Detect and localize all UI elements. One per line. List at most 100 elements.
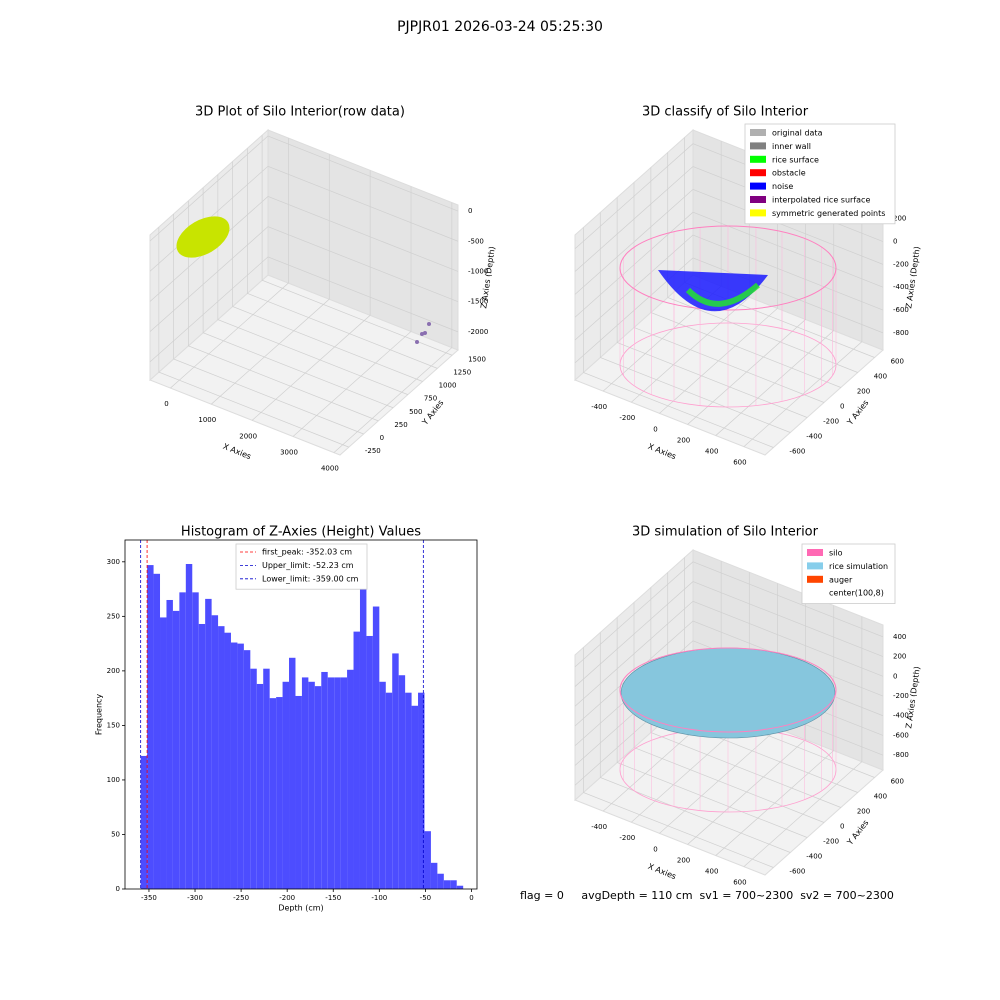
grid-line [574, 561, 884, 668]
grid-line [650, 587, 841, 808]
grid-line [149, 135, 459, 242]
grid-line [149, 196, 459, 302]
legend-label: symmetric generated points [772, 209, 885, 218]
grid-line [574, 234, 884, 341]
x-tick-label: -150 [325, 894, 341, 902]
bar [153, 573, 161, 889]
y-tick-label: 50 [111, 830, 120, 838]
legend-swatch [750, 209, 766, 217]
legend-label: inner wall [772, 142, 811, 151]
bar [263, 668, 270, 889]
legend-label: center(100,8) [829, 589, 884, 598]
y-tick-label: 250 [394, 421, 407, 429]
y-axis-label: Y Axies [420, 398, 446, 427]
bar [437, 873, 444, 889]
legend-frame [744, 123, 896, 225]
z-tick-label: 200 [893, 653, 906, 661]
legend-swatch [750, 182, 766, 190]
z-tick-label: -600 [893, 306, 909, 314]
bar [218, 626, 225, 889]
y-tick-label: 150 [107, 721, 120, 729]
bar [353, 631, 360, 889]
bar [237, 643, 244, 889]
bar [321, 671, 328, 889]
legend-swatch [807, 575, 823, 583]
bar [366, 635, 373, 889]
grid-line [574, 257, 884, 364]
y-tick-label: 0 [840, 823, 844, 831]
grid-line [261, 135, 453, 356]
z-tick-label: -500 [468, 237, 484, 245]
x-tick-label: 600 [733, 459, 746, 467]
bar [282, 681, 290, 889]
bar [160, 617, 167, 889]
grid-line [211, 154, 330, 405]
legend-label: Upper_limit: -52.23 cm [262, 561, 354, 570]
grid-line [232, 161, 423, 382]
x-tick-label: 0 [164, 400, 168, 408]
z-tick-label: -400 [893, 712, 909, 720]
bar [295, 695, 302, 889]
x-axis-label: Depth (cm) [278, 904, 323, 913]
y-tick-label: 200 [857, 388, 870, 396]
bar [205, 598, 212, 889]
grid-line [743, 196, 863, 447]
y-tick-label: -200 [823, 418, 839, 426]
bar [276, 697, 283, 889]
x-axis-label: X Axies [647, 442, 678, 461]
legend-label: noise [772, 182, 793, 191]
y-tick-label: 600 [891, 778, 904, 786]
bar [372, 606, 380, 889]
grid-line [599, 212, 791, 433]
z-axis-label: Z Axies (Depth) [904, 246, 922, 309]
grid-line [687, 594, 806, 845]
bar [443, 880, 451, 889]
y-tick-label: -250 [365, 447, 381, 455]
y-tick-label: 400 [874, 373, 887, 381]
y-tick-label: 0 [840, 403, 844, 411]
grid-line [633, 602, 825, 823]
outlier-point [427, 322, 431, 326]
legend-swatch [750, 196, 766, 203]
grid-line [170, 138, 289, 389]
y-tick-label: 200 [857, 808, 870, 816]
x-tick-label: 200 [677, 436, 690, 444]
legend-label: obstacle [772, 169, 806, 178]
x-tick-label: -100 [371, 894, 387, 902]
grid-line [574, 600, 884, 707]
y-tick-label: 750 [424, 395, 437, 403]
y-tick-label: 300 [107, 558, 120, 566]
legend-swatch [750, 155, 766, 163]
y-tick-label: 600 [891, 358, 904, 366]
panel-title: 3D simulation of Silo Interior [632, 525, 819, 540]
axes-frame [124, 539, 478, 890]
x-tick-label: -200 [619, 834, 635, 842]
grid-line [574, 188, 884, 295]
figure-title: PJPJR01 2026-03-24 05:25:30 [397, 19, 603, 35]
panel-title: 3D classify of Silo Interior [642, 105, 809, 120]
x-tick-label: -50 [420, 894, 431, 902]
legend-label: interpolated rice surface [772, 196, 870, 205]
y-tick-label: 0 [380, 434, 384, 442]
bar [140, 755, 148, 889]
bar [450, 880, 457, 889]
z-tick-label: -800 [893, 751, 909, 759]
bar [456, 885, 464, 889]
x-tick-label: 400 [705, 868, 718, 876]
z-tick-label: 200 [893, 215, 906, 223]
grid-line [583, 227, 774, 448]
grid-line [667, 152, 858, 373]
point-cloud [176, 216, 230, 258]
x-tick-label: -400 [591, 823, 607, 831]
y-tick-label: 1250 [453, 368, 471, 376]
legend-label: rice simulation [829, 562, 888, 571]
grid-line [583, 647, 774, 868]
y-tick-label: 1000 [439, 382, 457, 390]
bar [250, 668, 257, 889]
y-axis-label: Y Axies [845, 818, 871, 847]
legend-label: auger [829, 575, 853, 584]
grid-line [149, 226, 459, 332]
grid-line [333, 202, 453, 453]
bar [243, 650, 251, 889]
